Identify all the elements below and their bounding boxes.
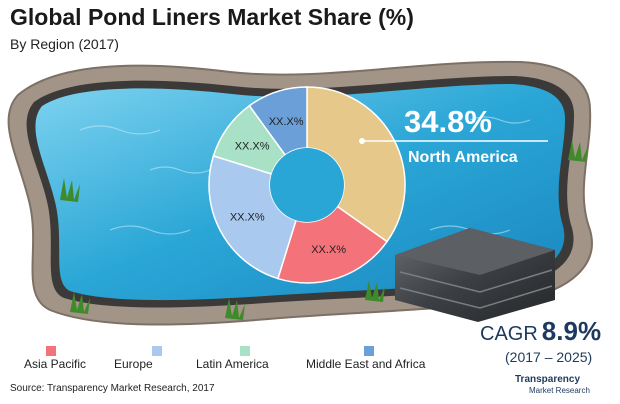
legend-swatch — [152, 346, 162, 356]
chart-subtitle: By Region (2017) — [10, 36, 119, 52]
donut-slice-label: XX.X% — [311, 244, 346, 256]
cagr-value: 8.9% — [541, 316, 602, 346]
cagr-label: CAGR — [480, 323, 538, 345]
donut-hole — [270, 148, 344, 222]
legend-swatch — [46, 346, 56, 356]
legend-item — [240, 346, 284, 356]
highlight-leader-dot — [359, 138, 365, 144]
cagr-block: CAGR 8.9% — [480, 316, 601, 347]
donut-slice-north-america — [306, 86, 406, 243]
highlight-value: 34.8% — [404, 104, 492, 139]
legend-item — [364, 346, 408, 356]
logo-line2: Market Research — [529, 386, 590, 395]
donut-chart: XX.X% XX.X% XX.X% XX.X% — [208, 86, 406, 284]
legend-swatch — [240, 346, 250, 356]
legend-item — [46, 346, 90, 356]
donut-slice-label: XX.X% — [230, 211, 265, 223]
legend-label: Europe — [114, 357, 153, 371]
legend-label: Latin America — [196, 357, 269, 371]
donut-slice-label: XX.X% — [269, 116, 304, 128]
chart-title: Global Pond Liners Market Share (%) — [10, 4, 414, 30]
cagr-period: (2017 – 2025) — [505, 349, 593, 365]
legend-swatch — [364, 346, 374, 356]
source-note: Source: Transparency Market Research, 20… — [10, 383, 215, 394]
donut-slice-label: XX.X% — [235, 141, 270, 153]
grass-tufts — [60, 140, 588, 320]
logo-line1: Transparency — [515, 374, 581, 385]
legend-label: Middle East and Africa — [306, 357, 426, 371]
liner-roll-image — [395, 228, 555, 322]
legend-item — [152, 346, 196, 356]
highlight-label: North America — [408, 149, 518, 166]
legend-label: Asia Pacific — [24, 357, 87, 371]
company-logo: Transparency Market Research — [515, 374, 615, 402]
